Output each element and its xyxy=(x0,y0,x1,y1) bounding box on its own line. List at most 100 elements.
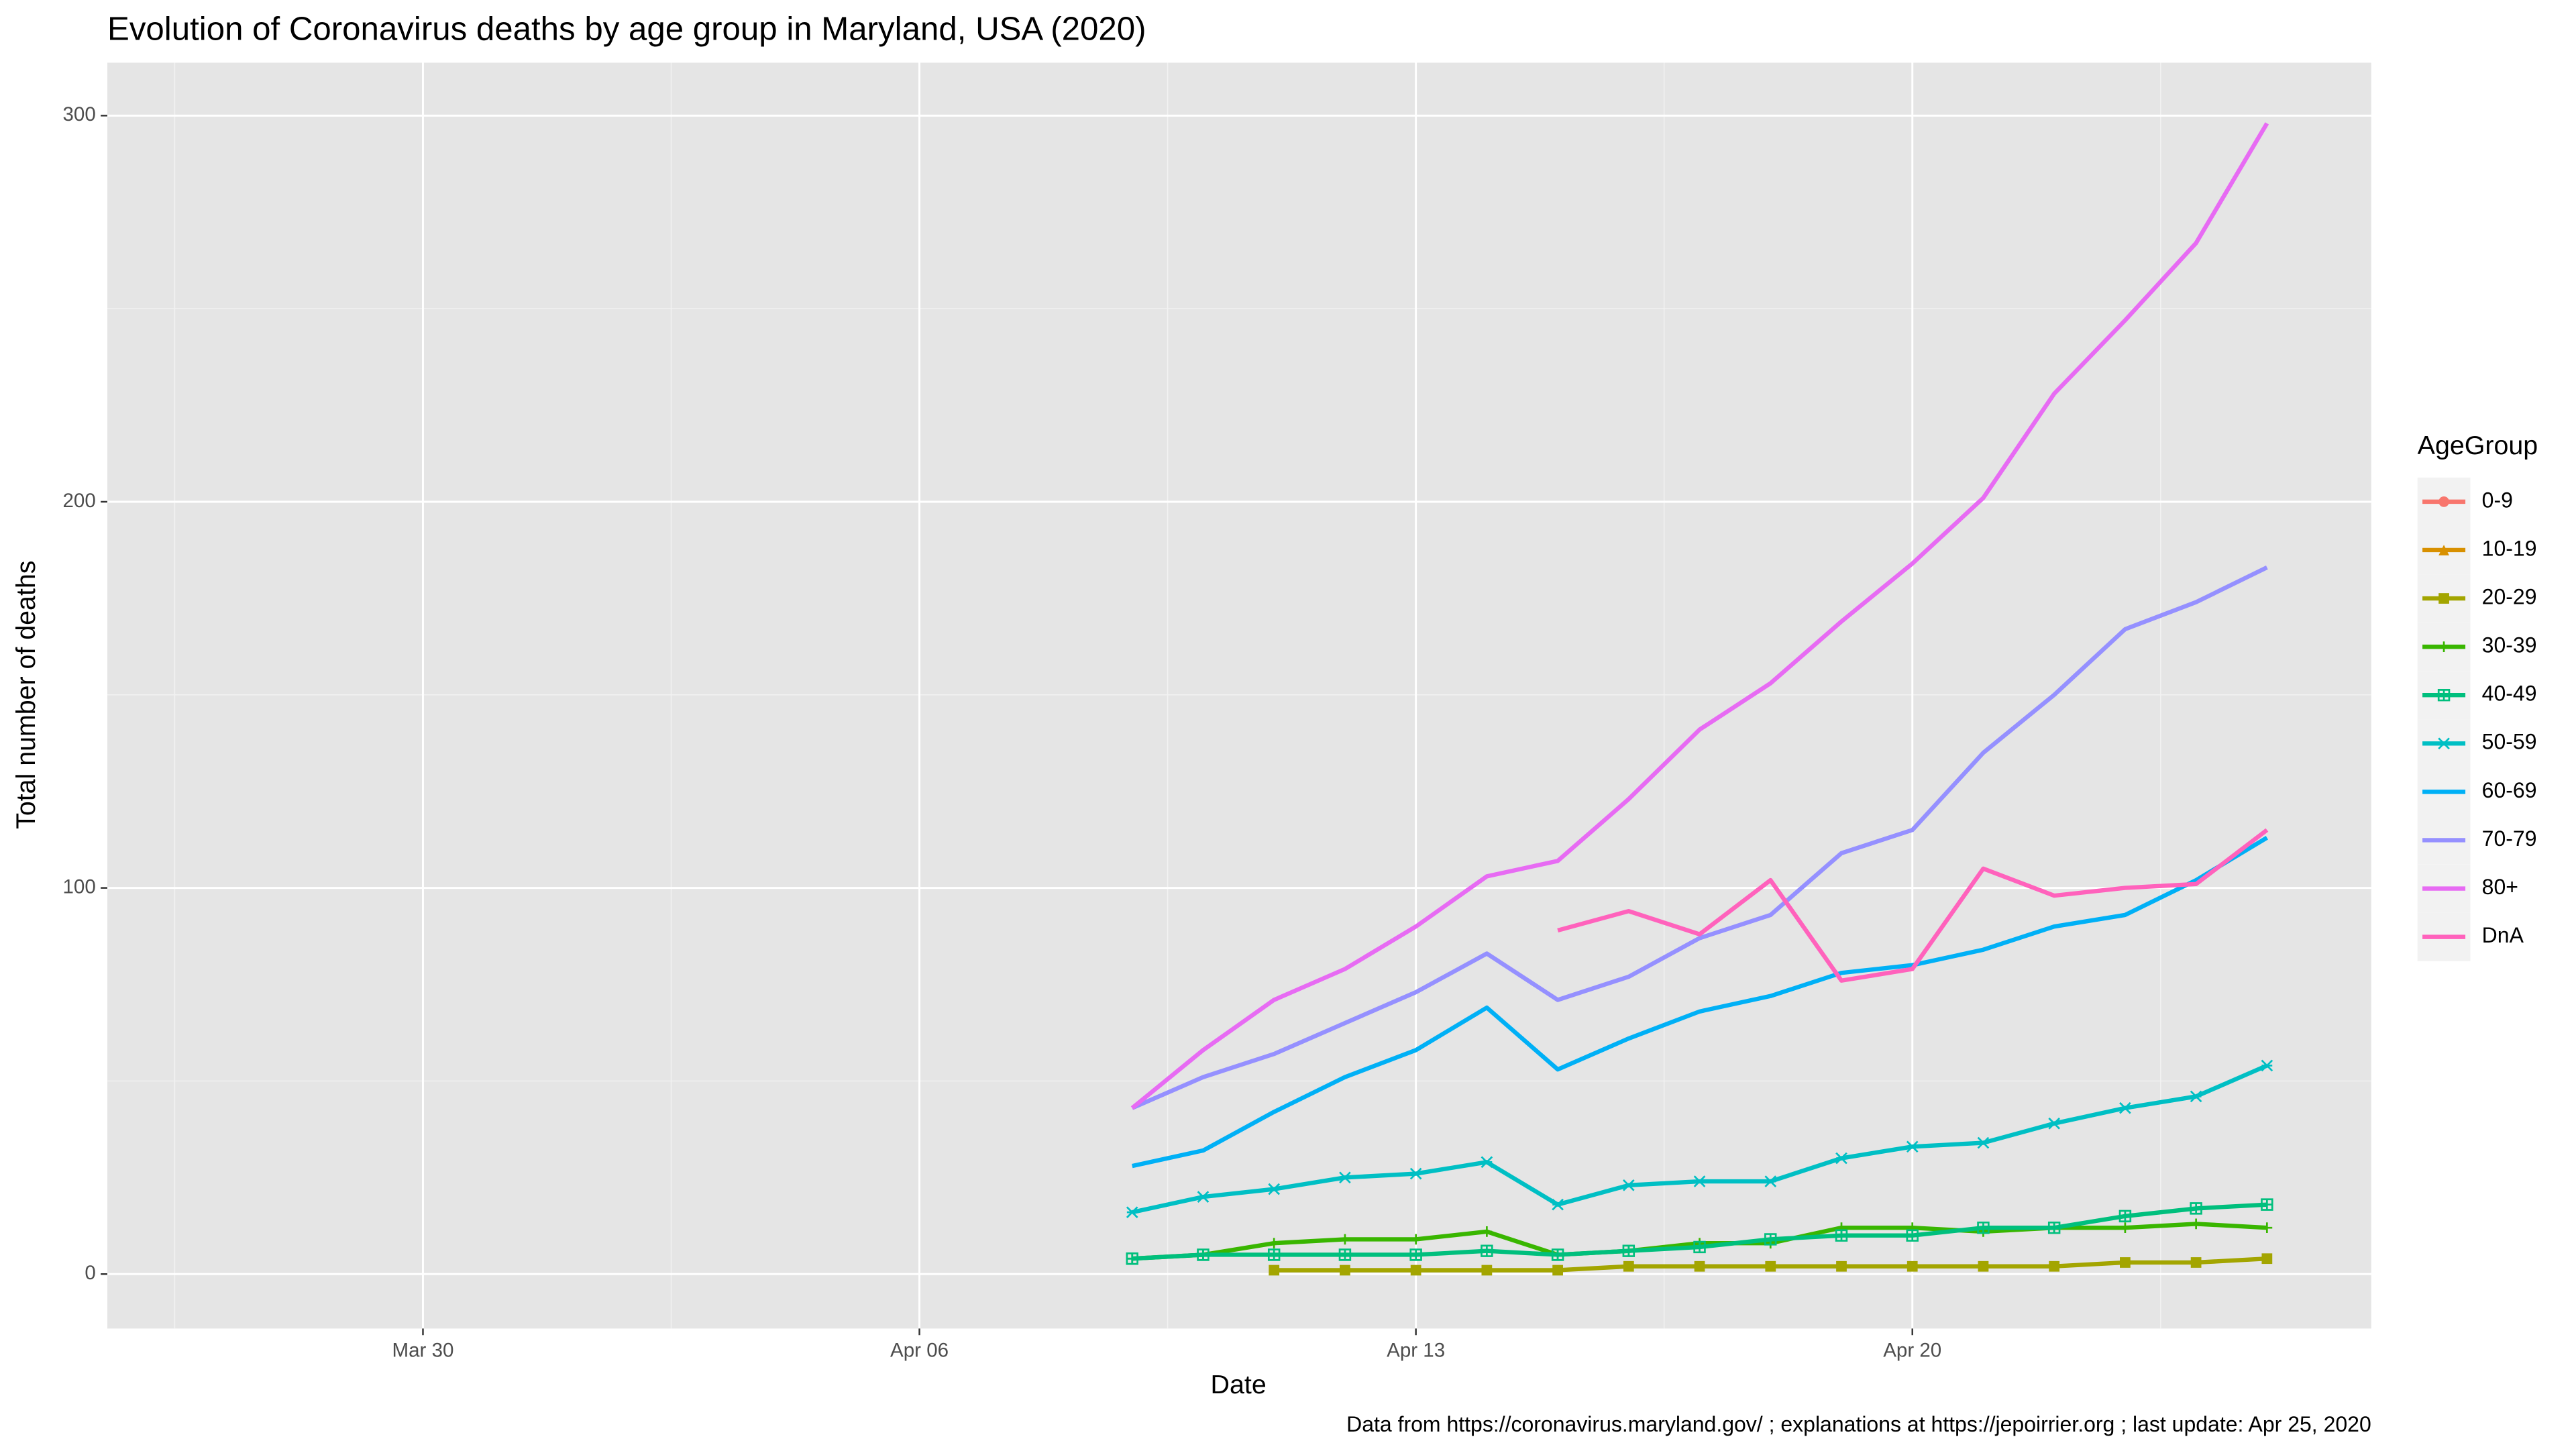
point-marker xyxy=(1481,1244,1493,1257)
marker-shape xyxy=(1410,1234,1421,1245)
marker-shape xyxy=(1409,1167,1422,1180)
chart-title: Evolution of Coronavirus deaths by age g… xyxy=(107,11,1146,48)
marker-shape xyxy=(1267,1248,1281,1261)
point-marker xyxy=(1764,1233,1777,1246)
point-marker xyxy=(1978,1260,1989,1272)
marker-shape xyxy=(2438,545,2449,555)
legend-label: 30-39 xyxy=(2482,633,2537,657)
marker-shape xyxy=(1339,1171,1351,1184)
marker-shape xyxy=(1623,1260,1634,1272)
point-marker xyxy=(1410,1234,1421,1245)
point-marker xyxy=(1907,1260,1918,1272)
marker-shape xyxy=(1835,1152,1847,1165)
marker-shape xyxy=(1765,1260,1776,1272)
legend: 0-9 10-19 20-29 30-39 40-49 50-59 60-69 70-79 80… xyxy=(2417,477,2537,961)
marker-shape xyxy=(1764,1175,1777,1187)
point-marker xyxy=(2261,1059,2273,1072)
point-marker xyxy=(1622,1179,1635,1191)
marker-shape xyxy=(1836,1260,1847,1272)
point-marker xyxy=(1338,1248,1352,1261)
point-marker xyxy=(2438,496,2449,507)
point-marker xyxy=(1552,1265,1563,1276)
point-marker xyxy=(1268,1183,1281,1195)
marker-shape xyxy=(1906,1229,1919,1242)
point-marker xyxy=(2438,737,2450,750)
marker-shape xyxy=(1835,1229,1848,1242)
marker-shape xyxy=(2119,1102,2131,1114)
marker-shape xyxy=(2438,496,2449,507)
y-tick-label: 100 xyxy=(63,875,96,898)
marker-shape xyxy=(2120,1222,2131,1234)
marker-shape xyxy=(2438,593,2449,604)
y-tick-label: 300 xyxy=(63,103,96,125)
point-marker xyxy=(2120,1257,2131,1268)
point-marker xyxy=(2119,1102,2131,1114)
marker-shape xyxy=(1552,1198,1564,1211)
point-marker xyxy=(2261,1222,2273,1234)
marker-shape xyxy=(1693,1240,1706,1254)
point-marker xyxy=(1126,1252,1138,1265)
point-marker xyxy=(2190,1090,2202,1103)
marker-shape xyxy=(1410,1265,1421,1276)
point-marker xyxy=(1410,1265,1421,1276)
y-axis-label: Total number of deaths xyxy=(11,561,41,829)
caption: Data from https://coronavirus.maryland.g… xyxy=(1346,1412,2371,1436)
marker-shape xyxy=(2118,1210,2132,1223)
marker-shape xyxy=(1481,1156,1493,1169)
point-marker xyxy=(1765,1260,1776,1272)
marker-shape xyxy=(1978,1260,1989,1272)
point-marker xyxy=(1906,1140,1919,1153)
point-marker xyxy=(2190,1218,2202,1230)
point-marker xyxy=(1409,1167,1422,1180)
point-marker xyxy=(2190,1202,2202,1215)
point-marker xyxy=(1693,1240,1706,1254)
grid xyxy=(107,62,2371,1329)
point-marker xyxy=(1339,1171,1351,1184)
legend-label: 20-29 xyxy=(2482,585,2537,609)
point-marker xyxy=(1551,1248,1564,1261)
marker-shape xyxy=(1340,1234,1350,1245)
y-tick-label: 0 xyxy=(85,1262,95,1284)
marker-shape xyxy=(2261,1222,2273,1234)
point-marker xyxy=(2261,1198,2273,1211)
point-marker xyxy=(1623,1260,1634,1272)
marker-shape xyxy=(1694,1260,1705,1272)
marker-shape xyxy=(1764,1233,1777,1246)
point-marker xyxy=(1836,1260,1847,1272)
point-marker xyxy=(1481,1156,1493,1169)
marker-shape xyxy=(1409,1248,1422,1261)
legend-label: DnA xyxy=(2482,923,2524,947)
marker-shape xyxy=(1481,1244,1493,1257)
marker-shape xyxy=(1268,1183,1281,1195)
marker-shape xyxy=(1126,1206,1138,1218)
x-tick-label: Apr 13 xyxy=(1387,1340,1445,1362)
point-marker xyxy=(2438,641,2449,653)
marker-shape xyxy=(2437,688,2451,702)
point-marker xyxy=(1340,1265,1350,1276)
point-marker xyxy=(1552,1198,1564,1211)
marker-shape xyxy=(1977,1136,1990,1149)
y-tick-label: 200 xyxy=(63,490,96,512)
plot-panel xyxy=(107,62,2371,1329)
point-marker xyxy=(2438,593,2449,604)
marker-shape xyxy=(2190,1090,2202,1103)
point-marker xyxy=(1197,1191,1210,1203)
series-line xyxy=(1130,122,2269,1110)
x-tick-label: Apr 06 xyxy=(890,1340,949,1362)
marker-shape xyxy=(2261,1059,2273,1072)
legend-title: AgeGroup xyxy=(2418,431,2538,460)
marker-shape xyxy=(1269,1265,1280,1276)
marker-shape xyxy=(2261,1253,2273,1265)
series-lines xyxy=(1126,122,2273,1276)
point-marker xyxy=(1126,1206,1138,1218)
marker-shape xyxy=(1340,1265,1350,1276)
point-marker xyxy=(2120,1222,2131,1234)
marker-shape xyxy=(2190,1218,2202,1230)
marker-shape xyxy=(1338,1248,1352,1261)
series-line xyxy=(1131,565,2268,1110)
marker-shape xyxy=(1693,1175,1706,1187)
point-marker xyxy=(1409,1248,1422,1261)
point-marker xyxy=(2049,1260,2060,1272)
point-marker xyxy=(1622,1244,1635,1257)
